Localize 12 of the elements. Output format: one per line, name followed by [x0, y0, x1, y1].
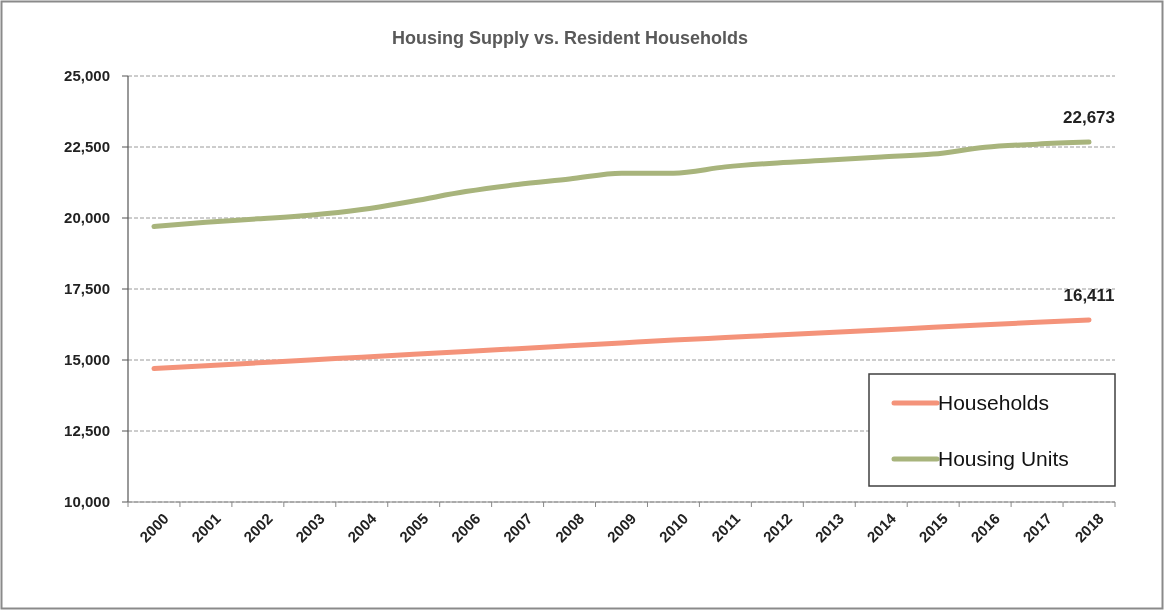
data-label: 22,673 — [1063, 108, 1116, 128]
chart-title: Housing Supply vs. Resident Households — [391, 28, 749, 48]
data-label: 16,411 — [1063, 285, 1115, 305]
legend-label: Housing Units — [938, 447, 1069, 471]
y-tick-label: 22,500 — [64, 138, 110, 156]
y-tick-label: 25,000 — [64, 67, 110, 85]
y-tick-label: 10,000 — [64, 493, 110, 511]
y-tick-label: 17,500 — [64, 280, 110, 298]
y-tick-label: 15,000 — [64, 351, 110, 369]
y-tick-label: 20,000 — [64, 209, 110, 227]
y-tick-label: 12,500 — [64, 422, 110, 440]
legend-label: Households — [938, 391, 1049, 415]
